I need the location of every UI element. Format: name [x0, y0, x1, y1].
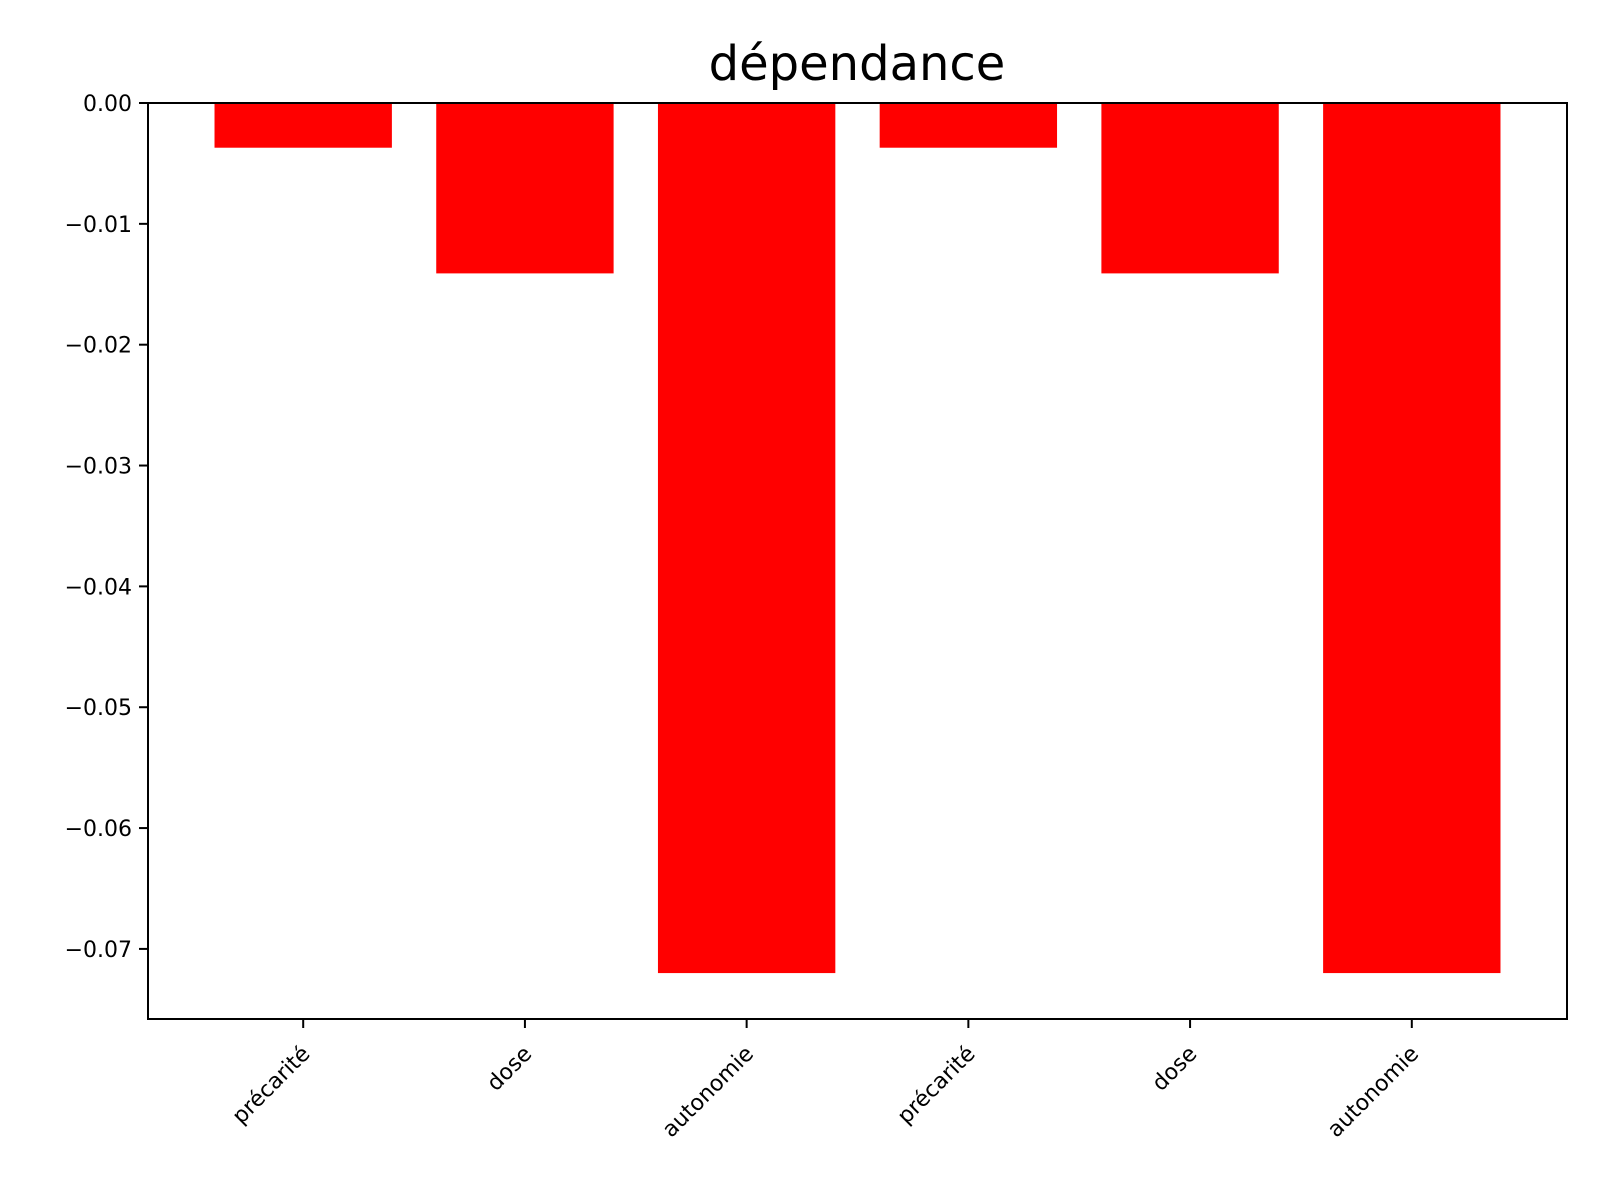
bar-1 [436, 103, 614, 274]
bar-3 [879, 103, 1058, 148]
bar-5 [1323, 103, 1501, 974]
y-tick-label: −0.05 [65, 696, 132, 721]
y-tick-label: −0.04 [65, 575, 132, 600]
x-axis: précarité dose autonomie précarité dose auton… [228, 1019, 1424, 1143]
y-tick-label: −0.02 [65, 334, 132, 359]
y-tick-label: −0.03 [65, 455, 132, 480]
y-axis: 0.00 −0.01 −0.02 −0.03 −0.04 −0.05 −0.06 −0.07 [65, 92, 148, 963]
y-tick-label: −0.06 [65, 817, 132, 842]
bar-0 [214, 103, 392, 148]
x-tick-label: dose [482, 1042, 537, 1097]
y-tick-label: 0.00 [83, 92, 132, 117]
bars-group [214, 103, 1501, 974]
x-tick-label: précarité [228, 1042, 316, 1130]
plot-frame [147, 102, 1568, 1020]
bar-4 [1101, 103, 1279, 274]
x-tick-label: autonomie [1323, 1042, 1424, 1143]
y-tick-label: −0.01 [65, 213, 132, 238]
chart-title: dépendance [709, 36, 1006, 92]
x-tick-label: dose [1148, 1042, 1203, 1097]
bar-2 [657, 103, 836, 974]
x-tick-label: autonomie [658, 1042, 759, 1143]
y-tick-label: −0.07 [65, 938, 132, 963]
x-tick-label: précarité [893, 1042, 981, 1130]
